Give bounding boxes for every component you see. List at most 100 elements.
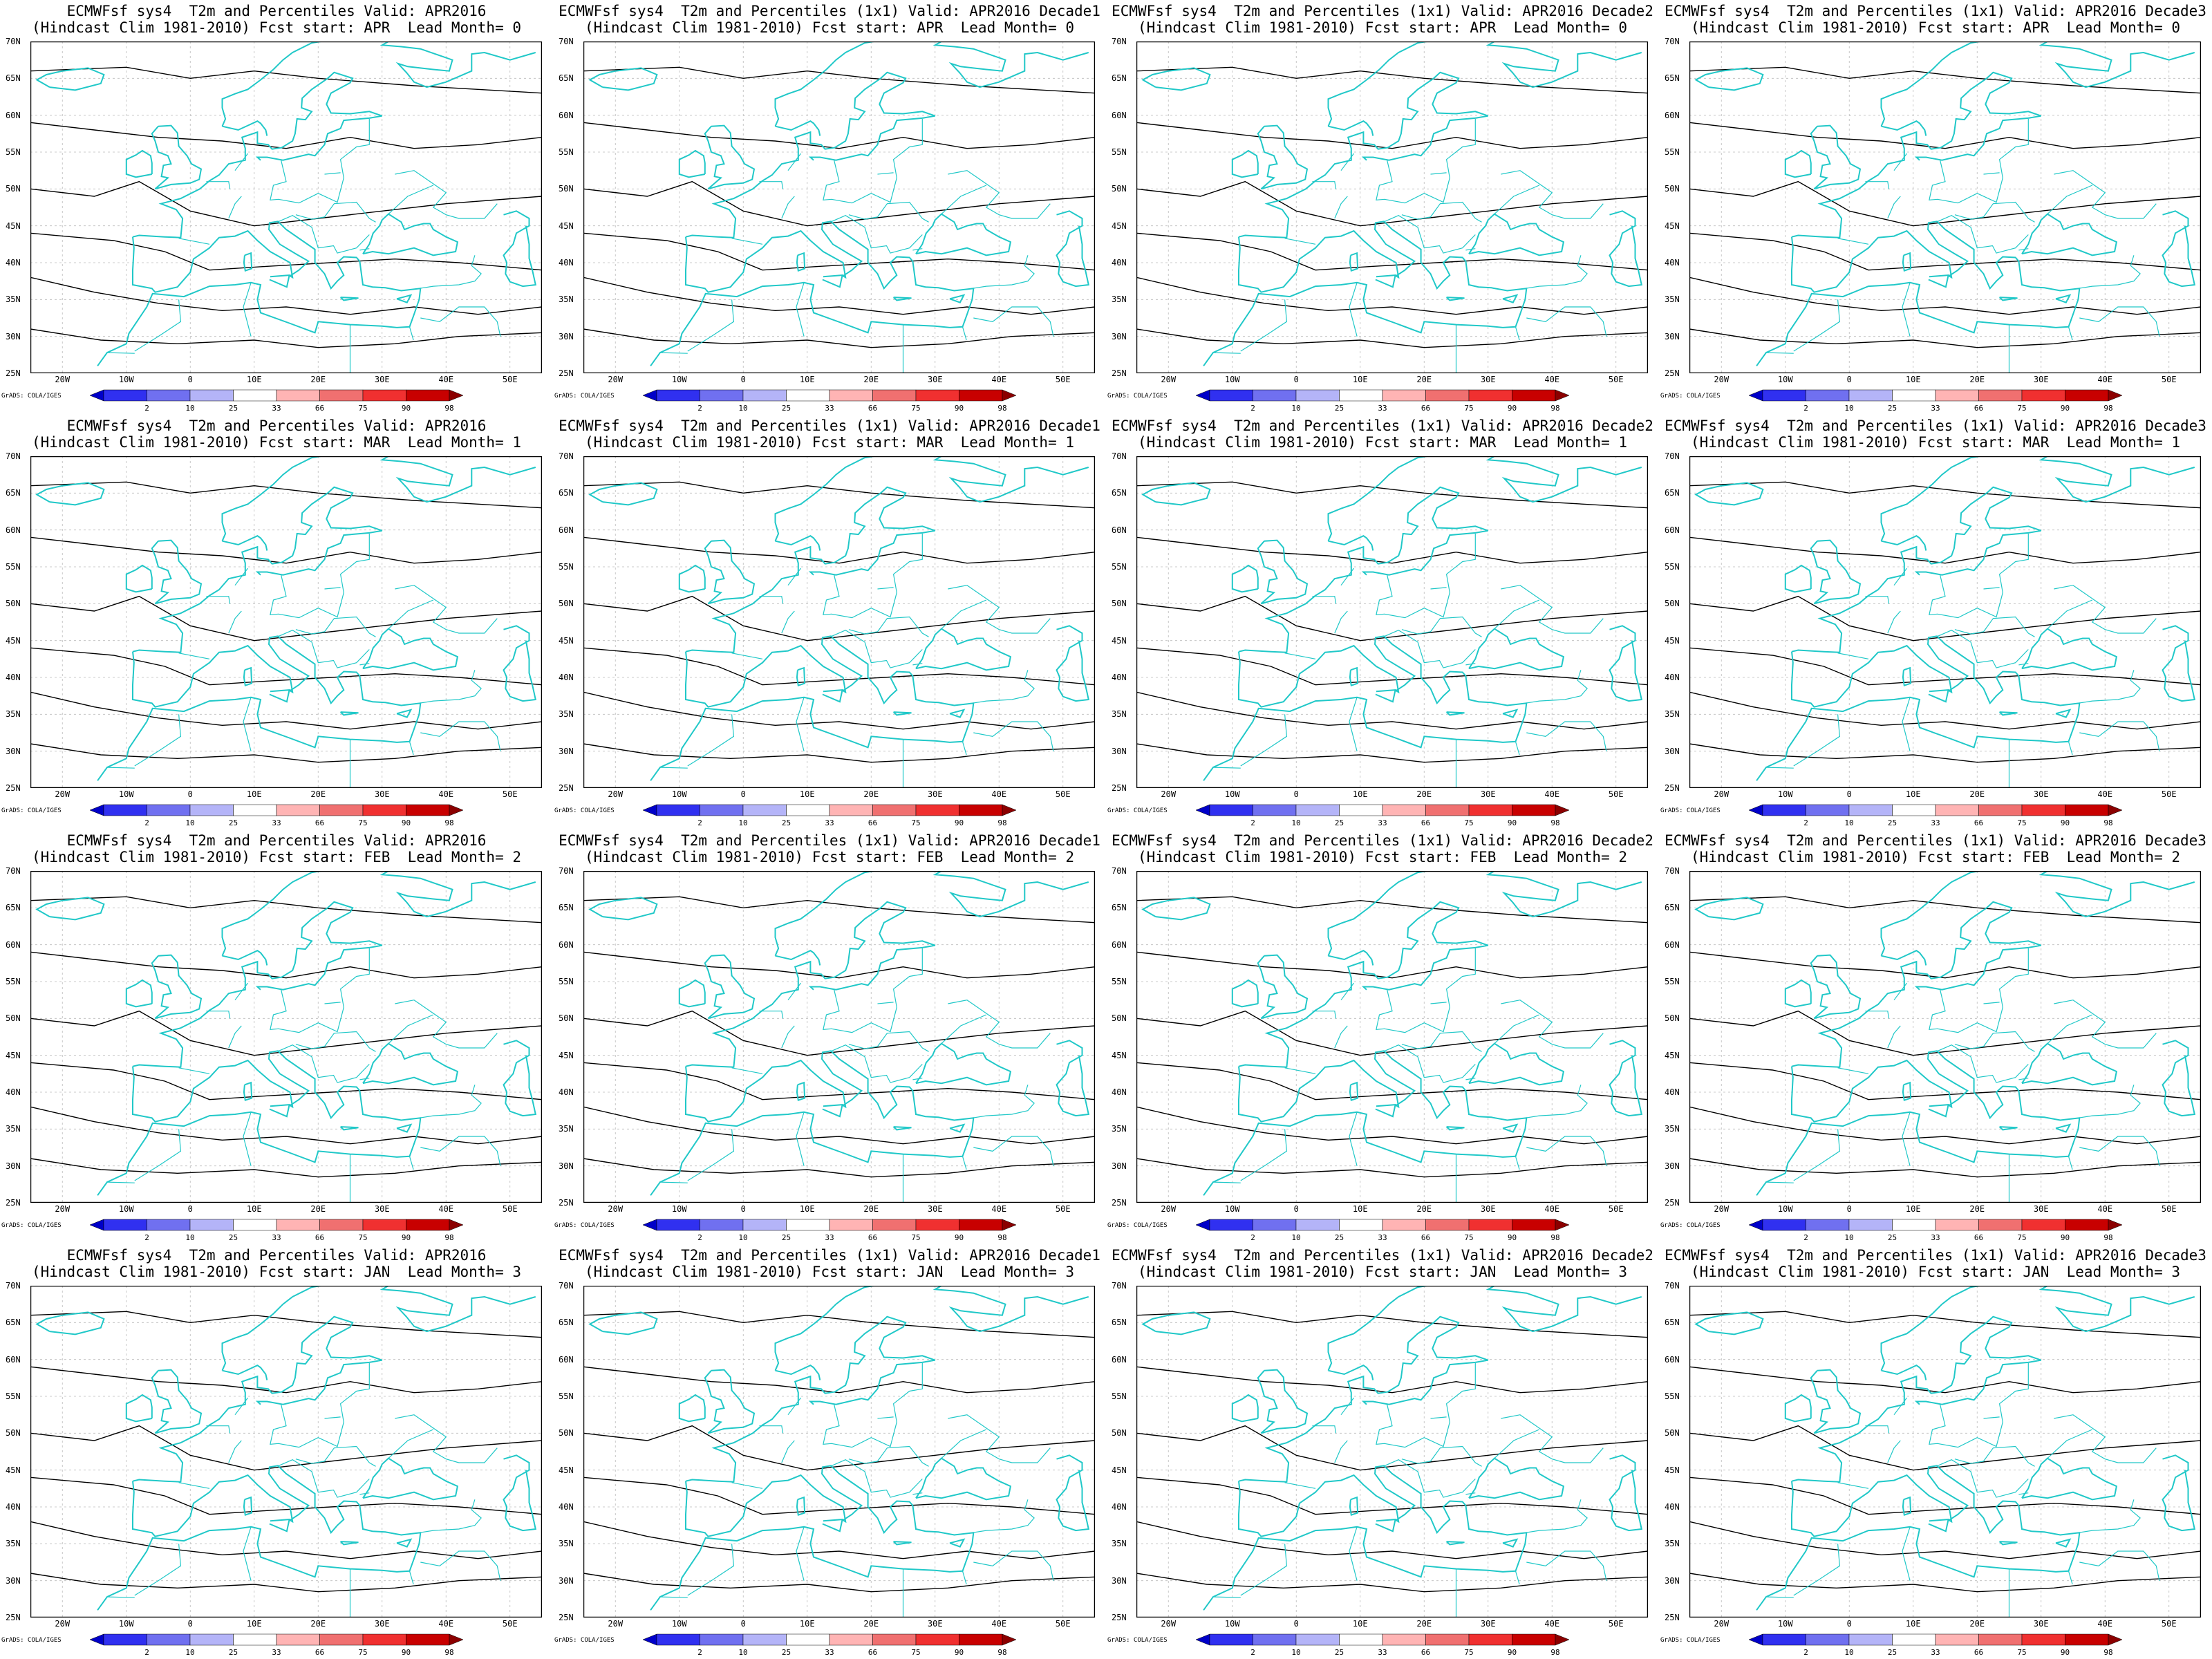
longitude-label: 10E — [246, 1619, 262, 1629]
latitude-label: 35N — [1112, 1124, 1127, 1134]
country-border — [1793, 714, 1841, 767]
country-border — [243, 1112, 252, 1166]
coastline — [243, 252, 253, 272]
temperature-contour — [583, 1158, 1095, 1178]
latitude-label: 35N — [1665, 709, 1680, 720]
colorbar-segment — [1749, 1219, 1763, 1231]
coastline — [1375, 1518, 1396, 1533]
map-frame — [1689, 1286, 2201, 1618]
panel-subtitle: (Hindcast Clim 1981-2010) Fcst start: FE… — [1690, 849, 2180, 865]
colorbar-segment — [643, 1219, 657, 1231]
percentile-map — [1689, 456, 2201, 788]
country-border — [409, 1156, 414, 1170]
colorbar-label: 75 — [358, 1648, 368, 1657]
country-border — [1334, 1025, 1348, 1049]
temperature-contour — [1136, 1010, 1648, 1056]
coastline — [1327, 871, 1642, 957]
country-border — [1240, 1544, 1288, 1596]
country-border — [941, 1014, 987, 1044]
coastline — [1257, 539, 1309, 605]
temperature-contour — [1689, 66, 2201, 94]
longitude-label: 0 — [740, 1204, 746, 1214]
latitude-label: 55N — [559, 147, 574, 157]
temperature-contour — [1689, 1106, 2201, 1145]
colorbar-label: 90 — [2060, 1648, 2070, 1657]
colorbar-segment — [643, 804, 657, 816]
colorbar-segment — [2021, 804, 2065, 816]
map-panel: ECMWFsf sys4 T2m and Percentiles (1x1) V… — [1106, 415, 1659, 830]
longitude-label: 10E — [246, 375, 262, 384]
coastline — [1468, 628, 1565, 671]
colorbar-label: 66 — [868, 818, 878, 827]
latitude-label: 70N — [1665, 866, 1680, 876]
longitude-label: 40E — [438, 375, 454, 384]
map-panel: ECMWFsf sys4 T2m and Percentiles (1x1) V… — [1659, 0, 2212, 415]
country-border — [759, 1425, 784, 1434]
coastline — [269, 688, 290, 703]
colorbar-segment — [103, 804, 147, 816]
country-border — [270, 534, 370, 619]
latitude-label: 60N — [1112, 110, 1127, 120]
colorbar-label: 25 — [228, 1233, 238, 1242]
coastline — [1998, 711, 2018, 716]
percentile-colorbar — [90, 389, 463, 402]
coastline — [1349, 252, 1359, 272]
colorbar-segment — [829, 1219, 873, 1231]
colorbar-label: 66 — [1421, 1233, 1431, 1242]
latitude-label: 65N — [1112, 903, 1127, 913]
colorbar-segment — [2065, 804, 2109, 816]
country-border — [1525, 255, 1588, 289]
coastline — [1238, 71, 1489, 238]
country-border — [106, 767, 135, 769]
coastline — [132, 486, 383, 653]
percentile-map — [1689, 41, 2201, 373]
coastline — [1203, 1050, 1528, 1196]
coastline — [503, 1454, 537, 1532]
temperature-contour — [1136, 691, 1648, 730]
longitude-label: 50E — [1608, 1619, 1624, 1629]
country-border — [1382, 630, 1476, 668]
colorbar-segment — [1806, 1219, 1850, 1231]
coastline — [1328, 950, 1374, 966]
longitude-label: 20W — [608, 1204, 624, 1214]
colorbar-label: 33 — [1931, 404, 1940, 413]
latitude-label: 60N — [1665, 525, 1680, 535]
longitude-label: 30E — [1480, 789, 1496, 799]
country-border — [206, 1011, 231, 1019]
country-border — [1865, 181, 1890, 189]
colorbar-segment — [1382, 389, 1426, 402]
country-border — [1334, 1440, 1348, 1463]
colorbar-segment — [915, 1633, 959, 1646]
colorbar-label: 90 — [954, 404, 964, 413]
coastline — [775, 1365, 821, 1380]
grads-credit: GrADS: COLA/IGES — [1107, 1637, 1168, 1644]
map-frame — [1689, 41, 2201, 373]
colorbar-label: 98 — [1550, 404, 1560, 413]
latitude-label: 65N — [6, 1318, 21, 1328]
colorbar-segment — [1209, 389, 1253, 402]
colorbar-segment — [90, 1633, 104, 1646]
country-border — [948, 585, 1051, 634]
latitude-label: 30N — [1665, 331, 1680, 341]
panel-title: ECMWFsf sys4 T2m and Percentiles (1x1) V… — [1665, 832, 2206, 849]
temperature-contour — [30, 951, 542, 979]
colorbar-label: 90 — [954, 1648, 964, 1657]
longitude-label: 30E — [374, 375, 390, 384]
coastline — [132, 71, 383, 238]
temperature-contour — [1136, 66, 1648, 94]
grads-credit: GrADS: COLA/IGES — [1660, 1637, 1721, 1644]
coastline — [1609, 1040, 1643, 1117]
colorbar-segment — [1253, 1219, 1297, 1231]
coastline — [1902, 1496, 1912, 1517]
grads-credit: GrADS: COLA/IGES — [1660, 1222, 1721, 1229]
panel-title: ECMWFsf sys4 T2m and Percentiles (1x1) V… — [1665, 3, 2206, 19]
longitude-label: 50E — [1055, 375, 1071, 384]
longitude-label: 20E — [310, 375, 326, 384]
colorbar-label: 10 — [185, 818, 195, 827]
colorbar-segment — [786, 1219, 830, 1231]
country-border — [1501, 585, 1604, 634]
latitude-label: 45N — [1112, 635, 1127, 646]
longitude-label: 10E — [799, 789, 815, 799]
coastline — [704, 124, 756, 190]
latitude-label: 45N — [1665, 1465, 1680, 1475]
